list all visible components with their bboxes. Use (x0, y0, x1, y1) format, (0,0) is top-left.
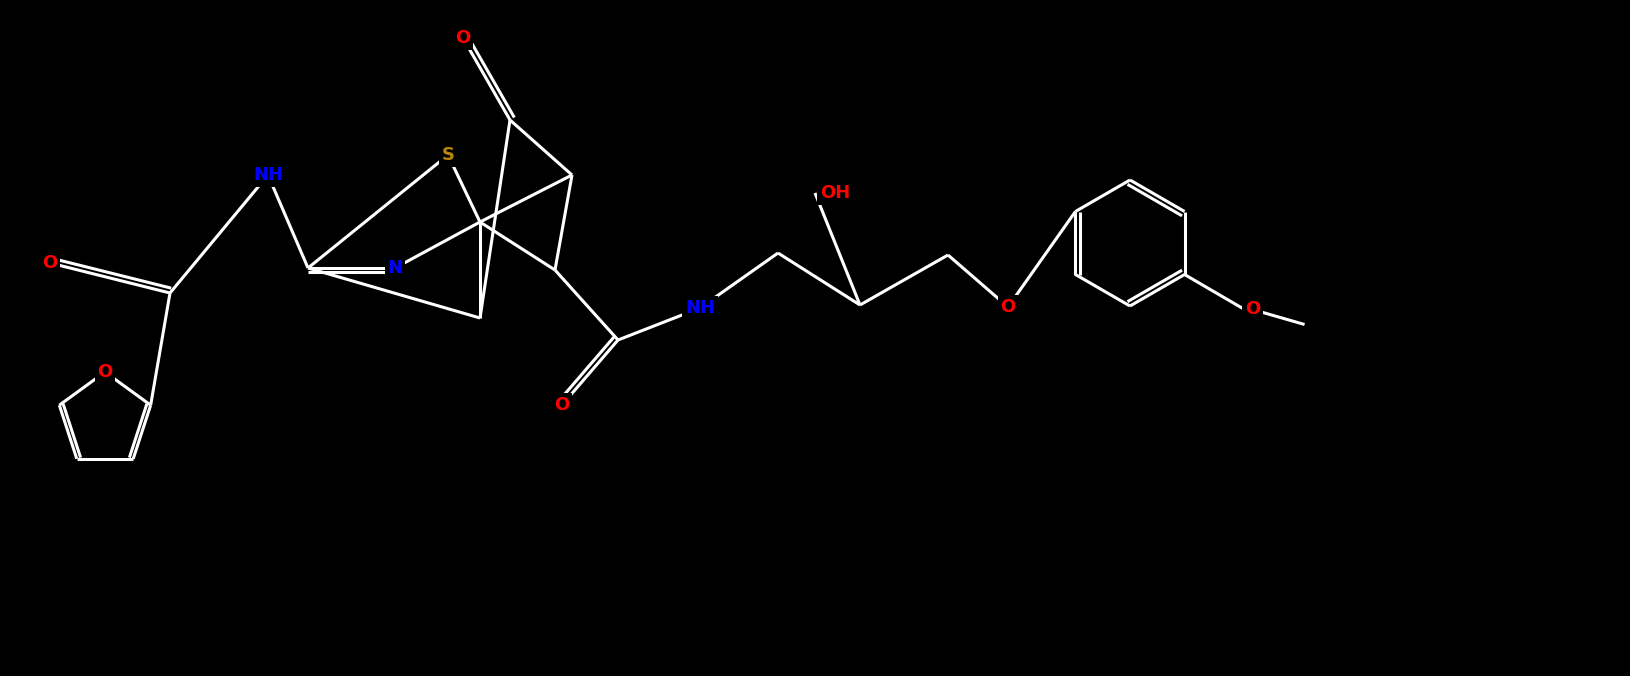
Text: O: O (1245, 301, 1260, 318)
Text: O: O (554, 396, 569, 414)
Text: O: O (42, 254, 57, 272)
Text: O: O (98, 363, 112, 381)
Text: NH: NH (685, 299, 716, 317)
Text: O: O (1001, 298, 1015, 316)
Text: S: S (442, 146, 455, 164)
Text: NH: NH (253, 166, 284, 184)
Text: N: N (388, 259, 403, 277)
Text: OH: OH (820, 184, 851, 202)
Text: O: O (455, 29, 471, 47)
